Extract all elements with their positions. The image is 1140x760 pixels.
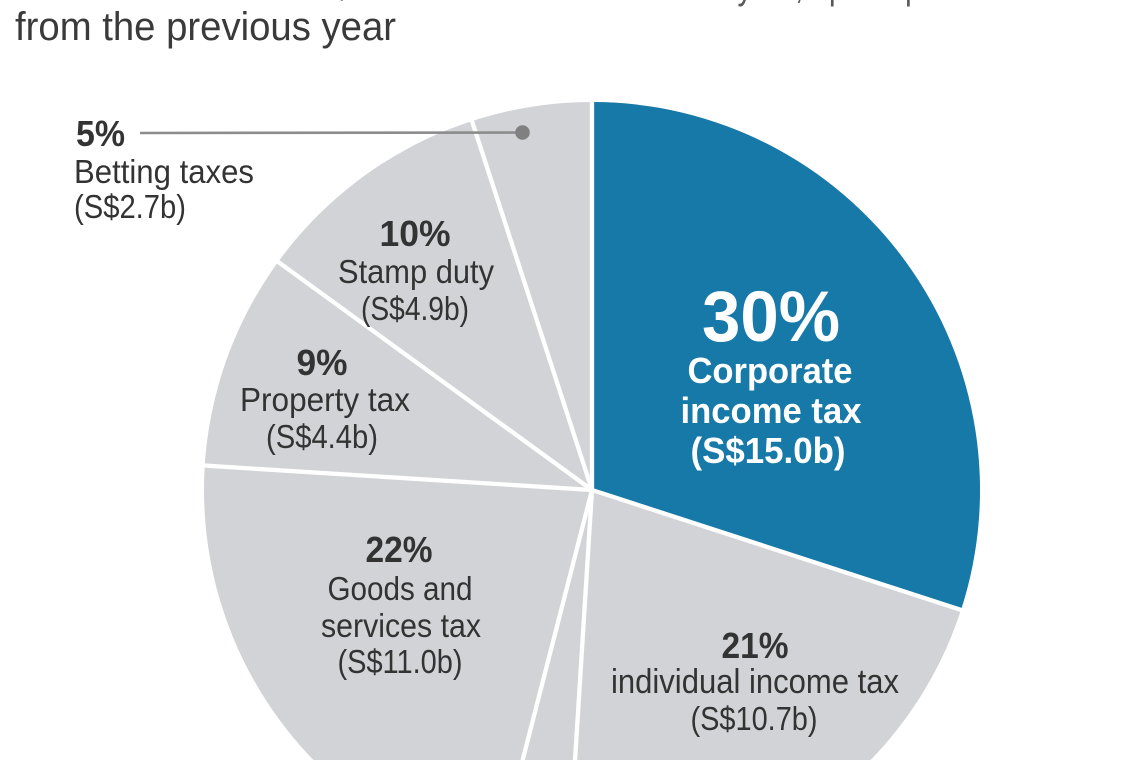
svg-text:(S$11.0b): (S$11.0b)	[338, 643, 463, 680]
svg-text:from the previous year: from the previous year	[15, 5, 396, 49]
svg-text:10%: 10%	[380, 213, 451, 254]
svg-text:income tax: income tax	[681, 390, 862, 431]
svg-text:individual income tax: individual income tax	[611, 663, 899, 701]
svg-text:The taxman collected S$47 bill: The taxman collected S$47 billion in the…	[15, 0, 1015, 7]
svg-text:9%: 9%	[297, 342, 348, 383]
svg-text:Stamp duty: Stamp duty	[338, 253, 494, 290]
svg-text:services tax: services tax	[321, 607, 481, 644]
svg-text:5%: 5%	[76, 113, 125, 154]
svg-text:(S$4.4b): (S$4.4b)	[266, 418, 378, 455]
svg-text:(S$2.7b): (S$2.7b)	[74, 188, 186, 225]
svg-text:(S$4.9b): (S$4.9b)	[361, 290, 469, 327]
svg-text:Corporate: Corporate	[688, 350, 853, 391]
svg-text:22%: 22%	[366, 529, 433, 570]
svg-text:Betting taxes: Betting taxes	[74, 153, 254, 190]
svg-text:Goods and: Goods and	[328, 570, 473, 607]
svg-text:(S$15.0b): (S$15.0b)	[691, 430, 846, 471]
svg-text:Property tax: Property tax	[240, 381, 410, 418]
svg-text:(S$10.7b): (S$10.7b)	[691, 700, 818, 737]
svg-text:30%: 30%	[702, 278, 840, 357]
svg-text:21%: 21%	[722, 625, 789, 666]
